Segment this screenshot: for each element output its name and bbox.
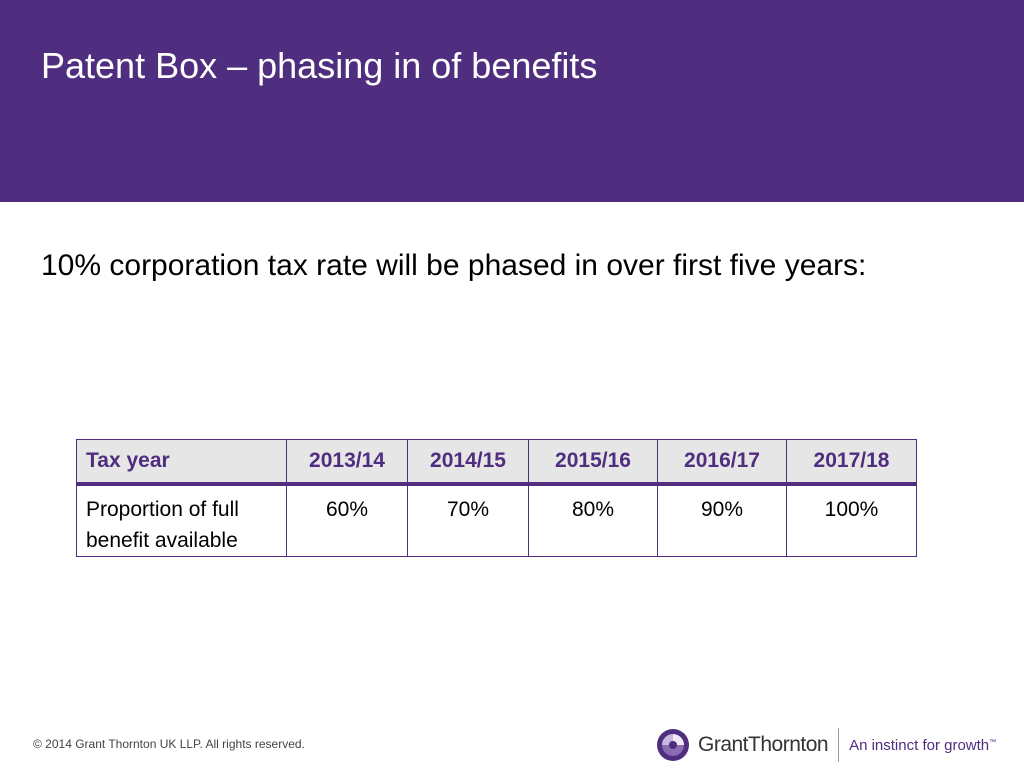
logo-divider bbox=[838, 728, 840, 762]
footer-copyright: © 2014 Grant Thornton UK LLP. All rights… bbox=[33, 737, 305, 751]
body-text: 10% corporation tax rate will be phased … bbox=[41, 249, 867, 282]
header-cell-tax-year: Tax year bbox=[76, 439, 287, 486]
table-row: Proportion of full benefit available 60%… bbox=[76, 483, 917, 557]
value-cell-2014-15: 70% bbox=[407, 483, 529, 557]
logo-tagline-text: An instinct for growth bbox=[849, 736, 990, 754]
value-cell-2013-14: 60% bbox=[286, 483, 408, 557]
header-cell-2017-18: 2017/18 bbox=[786, 439, 917, 486]
value-cell-2017-18: 100% bbox=[786, 483, 917, 557]
phasing-table: Tax year 2013/14 2014/15 2015/16 2016/17… bbox=[76, 439, 917, 557]
grant-thornton-logo: GrantThornton An instinct for growth™ bbox=[656, 726, 996, 764]
logo-tagline: An instinct for growth™ bbox=[849, 737, 996, 754]
title-band bbox=[0, 0, 1024, 202]
value-cell-2016-17: 90% bbox=[657, 483, 787, 557]
slide-title: Patent Box – phasing in of benefits bbox=[41, 45, 598, 86]
header-cell-2016-17: 2016/17 bbox=[657, 439, 787, 486]
value-cell-2015-16: 80% bbox=[528, 483, 658, 557]
row-label-cell: Proportion of full benefit available bbox=[76, 483, 287, 557]
header-cell-2013-14: 2013/14 bbox=[286, 439, 408, 486]
logo-trademark: ™ bbox=[989, 738, 997, 746]
logo-name: GrantThornton bbox=[698, 733, 829, 756]
table-header-row: Tax year 2013/14 2014/15 2015/16 2016/17… bbox=[76, 439, 917, 486]
header-cell-2014-15: 2014/15 bbox=[407, 439, 529, 486]
grant-thornton-logo-icon bbox=[657, 729, 689, 761]
header-cell-2015-16: 2015/16 bbox=[528, 439, 658, 486]
